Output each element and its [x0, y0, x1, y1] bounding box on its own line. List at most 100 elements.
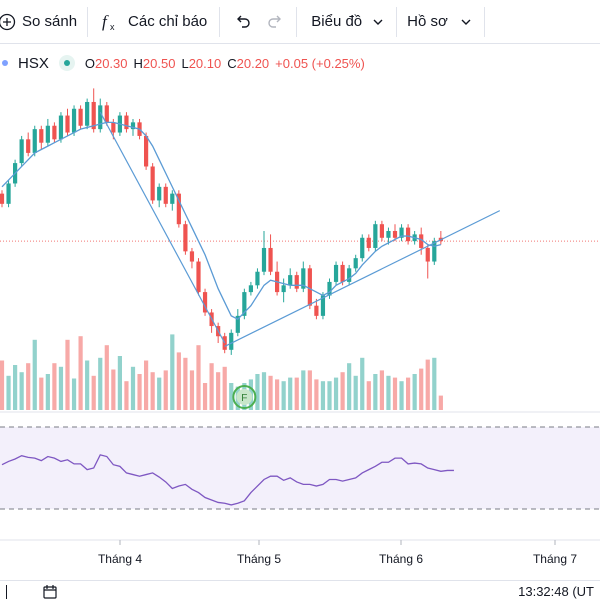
volume-bar: [176, 352, 181, 410]
open-key: O: [84, 55, 95, 71]
volume-bar: [386, 375, 391, 410]
candle-body: [392, 230, 398, 238]
candle-body: [419, 234, 424, 248]
x-axis-label: Tháng 4: [97, 552, 143, 566]
volume-bar: [111, 369, 116, 410]
undo-button[interactable]: [220, 0, 260, 44]
candle-body: [58, 115, 64, 140]
volume-bar: [216, 372, 221, 410]
candle-body: [340, 264, 345, 282]
moving-average-line: [1, 121, 442, 321]
toolbar-divider: [396, 6, 398, 37]
rsi-band: [0, 427, 600, 509]
chart-type-button[interactable]: Biểu đồ: [297, 0, 396, 44]
volume-bar: [406, 377, 411, 410]
volume-bar: [183, 357, 188, 410]
volume-bar: [281, 381, 286, 410]
volume-bar: [71, 378, 77, 410]
candle-body: [399, 227, 404, 238]
volume-bar: [85, 360, 90, 410]
high-key: H: [133, 55, 143, 71]
volume-bar: [229, 383, 234, 410]
volume-bar: [373, 374, 378, 410]
volume-bar: [379, 370, 384, 410]
change-value: +0.05 (+0.25%): [275, 55, 365, 71]
volume-bar: [340, 372, 345, 410]
candle-body: [26, 139, 31, 153]
volume-bar: [275, 379, 280, 410]
volume-bar: [13, 365, 18, 410]
candle-body: [432, 241, 437, 262]
candle-body: [19, 139, 24, 164]
volume-bar: [117, 356, 122, 410]
candle-body: [85, 101, 90, 126]
candle-body: [45, 125, 50, 143]
candle-body: [0, 193, 5, 204]
volume-bar: [432, 357, 437, 410]
bottom-toolbar: [0, 580, 600, 601]
redo-button[interactable]: [260, 0, 296, 44]
candle-body: [320, 295, 326, 316]
volume-bar: [124, 381, 129, 410]
candle-body: [261, 247, 267, 272]
candle-body: [314, 305, 319, 316]
chevron-down-icon: [460, 16, 472, 28]
candle-body: [229, 332, 234, 350]
candle-body: [39, 129, 44, 143]
compare-button[interactable]: So sánh: [0, 0, 87, 44]
volume-bar: [196, 345, 201, 410]
volume-bar: [425, 359, 430, 410]
candle-body: [301, 268, 306, 289]
candle-body: [386, 230, 391, 238]
toolbar-divider: [483, 6, 485, 37]
candle-body: [71, 108, 77, 133]
candle-body: [242, 292, 247, 316]
compare-label: So sánh: [22, 13, 78, 30]
candle-body: [65, 115, 70, 133]
event-marker-ring: [232, 385, 257, 409]
candle-body: [78, 108, 83, 126]
x-axis-label: Tháng 5: [236, 552, 282, 566]
candle-body: [150, 166, 155, 201]
volume-bar: [157, 377, 162, 410]
chart-type-label: Biểu đồ: [311, 13, 363, 30]
volume-bar: [399, 381, 404, 410]
redo-icon: [266, 13, 284, 31]
candle-body: [170, 193, 175, 204]
volume-bar: [144, 360, 149, 410]
candle-body: [307, 268, 312, 306]
candle-body: [176, 193, 181, 225]
volume-bar: [170, 334, 175, 410]
market-status-icon[interactable]: [58, 55, 75, 71]
candle-body: [327, 281, 332, 296]
volume-bar: [347, 363, 352, 410]
candle-body: [6, 183, 11, 204]
candle-body: [281, 285, 286, 293]
calendar-icon[interactable]: [42, 584, 58, 600]
candle-body: [98, 105, 103, 130]
symbol-name[interactable]: HSX: [18, 54, 49, 72]
plus-circle-icon: [0, 13, 16, 31]
candle-body: [268, 247, 273, 272]
candle-body: [360, 237, 365, 259]
toolbar-divider: [219, 6, 221, 37]
volume-bar: [104, 345, 109, 410]
volume-bar: [202, 383, 208, 410]
profile-label: Hồ sơ: [407, 13, 448, 30]
volume-bar: [268, 375, 273, 410]
clock[interactable]: 13:32:48 (UT: [518, 584, 594, 599]
volume-bar: [294, 377, 299, 410]
candle-body: [124, 115, 129, 130]
candle-body: [425, 247, 430, 262]
candle-body: [347, 268, 352, 282]
profile-button[interactable]: Hồ sơ: [397, 0, 484, 44]
x-axis-label: Tháng 6: [378, 552, 424, 566]
volume-bar: [65, 339, 70, 410]
volume-bar: [419, 368, 424, 410]
volume-bar: [209, 363, 214, 410]
volume-bar: [222, 366, 227, 410]
candle-body: [130, 122, 136, 130]
